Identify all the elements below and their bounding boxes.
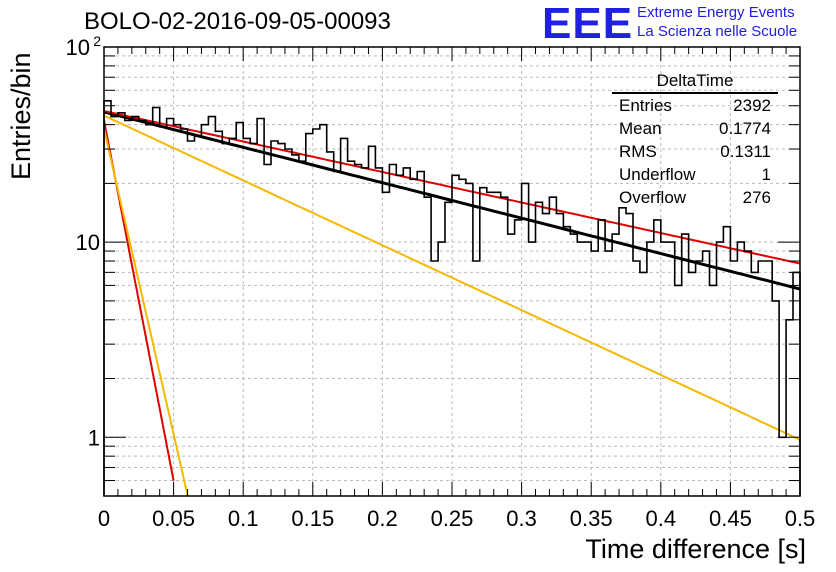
stats-label: RMS [619, 142, 657, 161]
histogram-series [103, 100, 801, 496]
y-axis-label: Entries/bin [6, 52, 36, 180]
stats-row-rms: RMS 0.1311 [612, 140, 778, 163]
logo-caption-line1: Extreme Energy Events [637, 4, 795, 21]
stats-label: Underflow [619, 165, 696, 184]
x-tick-label: 0.1 [228, 506, 259, 531]
eee-logo: EEE [542, 0, 634, 48]
stats-row-underflow: Underflow 1 [612, 163, 778, 186]
stats-value: 276 [742, 188, 771, 207]
stats-value: 0.1774 [719, 119, 771, 138]
stats-row-overflow: Overflow 276 [612, 186, 778, 209]
x-tick-label: 0 [98, 506, 110, 531]
y-tick-label: 1 [88, 425, 100, 450]
logo-caption-line2: La Scienza nelle Scuole [637, 23, 798, 40]
x-tick-label: 0.4 [646, 506, 677, 531]
stats-row-mean: Mean 0.1774 [612, 117, 778, 140]
x-tick-label: 0.05 [152, 506, 195, 531]
stats-row-entries: Entries 2392 [612, 94, 778, 117]
y-tick-label: 10 [76, 230, 100, 255]
x-tick-label: 0.35 [570, 506, 613, 531]
x-tick-label: 0.2 [367, 506, 398, 531]
chart-title: BOLO-02-2016-09-05-00093 [84, 8, 391, 35]
stats-label: Entries [619, 96, 672, 115]
stats-box: DeltaTime Entries 2392 Mean 0.1774 RMS 0.13… [612, 70, 778, 209]
x-tick-label: 0.25 [431, 506, 474, 531]
stats-label: Overflow [619, 188, 687, 207]
stats-label: Mean [619, 119, 662, 138]
fit-curve-2 [104, 114, 800, 441]
y-tick-exponent: 2 [93, 33, 101, 49]
x-tick-label: 0.45 [709, 506, 752, 531]
x-tick-label: 0.15 [291, 506, 334, 531]
stats-value: 2392 [733, 96, 771, 115]
axis-ticks: 0 0.05 0.1 0.15 0.2 0.25 0.3 0.35 0.4 0.45 0.5 1 10 1… [66, 33, 816, 531]
x-axis-label: Time difference [s] [585, 534, 806, 564]
histogram-outline [103, 100, 801, 496]
logo-caption: Extreme Energy Events La Scienza nelle S… [637, 3, 797, 41]
x-tick-label: 0.3 [506, 506, 537, 531]
x-tick-label: 0.5 [785, 506, 816, 531]
stats-value: 0.1311 [720, 142, 771, 161]
stats-title: DeltaTime [612, 70, 778, 94]
y-tick-label: 10 [66, 35, 90, 60]
fit-curve-4 [104, 128, 189, 496]
stats-value: 1 [761, 165, 771, 184]
